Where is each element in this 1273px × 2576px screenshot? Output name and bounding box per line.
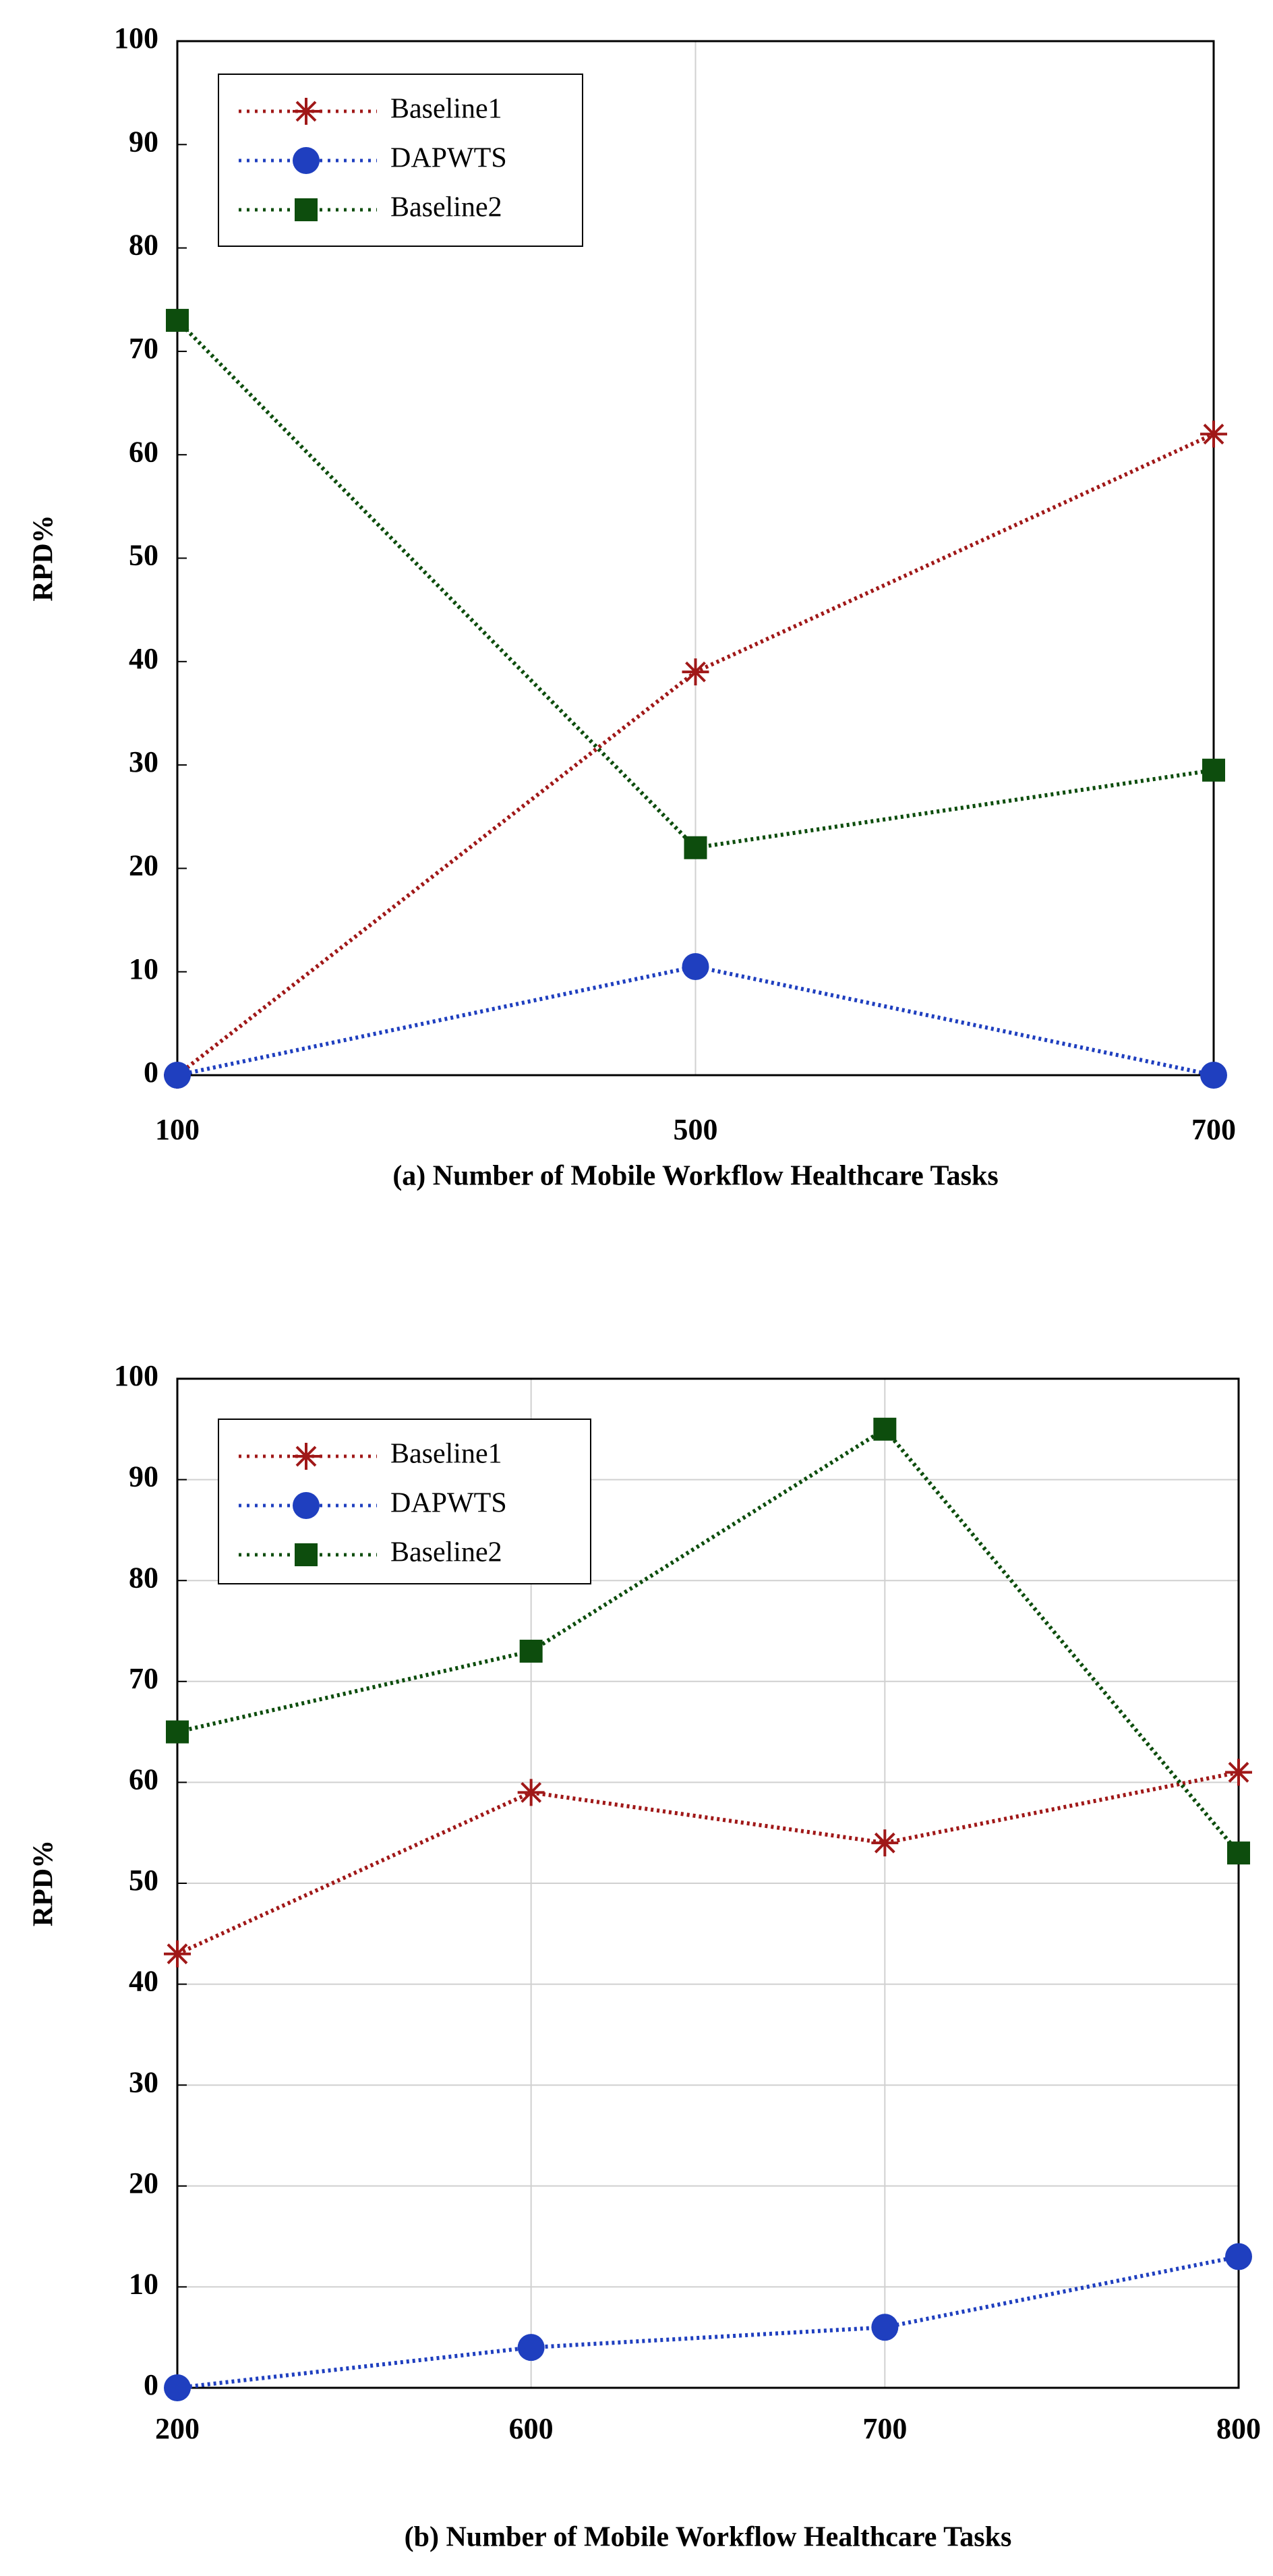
- marker: [1227, 1841, 1250, 1865]
- marker: [873, 1417, 897, 1441]
- x-tick-label: 700: [862, 2412, 907, 2445]
- marker: [871, 1829, 899, 1857]
- legend-label: Baseline2: [390, 1537, 502, 1568]
- marker: [682, 658, 709, 686]
- y-tick-label: 100: [114, 22, 158, 55]
- legend-label: DAPWTS: [390, 143, 507, 174]
- series-line: [177, 2254, 1239, 2390]
- marker-stroke: [521, 1781, 542, 1803]
- y-tick-label: 70: [129, 332, 158, 365]
- marker: [519, 1639, 543, 1663]
- marker: [684, 836, 707, 859]
- marker: [164, 1062, 191, 1089]
- marker: [293, 1492, 320, 1519]
- y-tick-label: 80: [129, 229, 158, 262]
- marker-stroke: [1228, 1762, 1249, 1783]
- series-line: [177, 1426, 1241, 1855]
- legend-label: Baseline1: [390, 94, 502, 125]
- marker: [1202, 758, 1225, 782]
- marker: [517, 2334, 545, 2362]
- marker: [1200, 1062, 1227, 1089]
- legend-label: Baseline2: [390, 192, 502, 223]
- y-tick-label: 80: [129, 1561, 158, 1594]
- marker: [166, 1720, 189, 1744]
- plot-frame: [176, 40, 1215, 1077]
- marker: [1225, 2243, 1252, 2270]
- marker: [871, 2314, 899, 2341]
- y-tick-label: 90: [129, 1460, 158, 1493]
- legend-label: DAPWTS: [390, 1488, 507, 1519]
- x-tick-label: 600: [509, 2412, 554, 2445]
- marker: [1225, 1758, 1252, 1786]
- y-tick-label: 100: [114, 1359, 158, 1392]
- y-tick-label: 20: [129, 2167, 158, 2200]
- y-axis-title: RPD%: [28, 515, 59, 601]
- series-line: [175, 318, 1214, 850]
- marker-stroke: [295, 1446, 317, 1467]
- marker-stroke: [1203, 424, 1224, 445]
- x-tick-label: 800: [1216, 2412, 1261, 2445]
- y-tick-label: 60: [129, 435, 158, 468]
- marker: [293, 147, 320, 174]
- legend-box: [218, 74, 583, 247]
- marker-stroke: [167, 1943, 188, 1965]
- plot-frame: [176, 1377, 1240, 2389]
- y-axis-title: RPD%: [28, 1840, 59, 1926]
- y-tick-label: 40: [129, 642, 158, 675]
- series-line: [176, 1770, 1239, 1956]
- marker: [295, 1543, 318, 1566]
- x-axis-title: (a) Number of Mobile Workflow Healthcare…: [392, 1161, 998, 1192]
- y-tick-label: 70: [129, 1662, 158, 1695]
- marker: [517, 1779, 545, 1806]
- y-tick-label: 60: [129, 1763, 158, 1796]
- y-tick-label: 30: [129, 745, 158, 778]
- x-tick-label: 200: [155, 2412, 200, 2445]
- marker: [295, 198, 318, 221]
- y-tick-label: 0: [144, 1056, 158, 1089]
- chart: 0 10 20 30 40 50 60 70 80 90 100 100 500 700 (a) Numbe…: [28, 22, 1236, 1192]
- marker: [1200, 420, 1227, 448]
- y-tick-label: 40: [129, 1965, 158, 1998]
- x-axis-title: (b) Number of Mobile Workflow Healthcare…: [405, 2522, 1012, 2553]
- x-tick-label: 500: [674, 1113, 718, 1146]
- marker-stroke: [874, 1832, 895, 1854]
- chart: 0 10 20 30 40 50 60 70 80 90 100 200 600 700 800 (b) Nu…: [28, 1359, 1261, 2553]
- x-tick-label: 700: [1191, 1113, 1236, 1146]
- marker-stroke: [295, 101, 317, 122]
- marker: [166, 308, 189, 332]
- y-tick-label: 10: [129, 2267, 158, 2300]
- y-tick-label: 30: [129, 2065, 158, 2098]
- marker: [682, 953, 709, 981]
- marker: [164, 2374, 191, 2401]
- y-tick-label: 20: [129, 849, 158, 882]
- marker: [164, 1940, 191, 1968]
- y-tick-label: 50: [129, 539, 158, 572]
- marker-stroke: [685, 661, 706, 683]
- y-tick-label: 50: [129, 1864, 158, 1897]
- marker: [293, 98, 320, 125]
- y-tick-label: 90: [129, 125, 158, 158]
- legend-label: Baseline1: [390, 1439, 502, 1470]
- y-tick-label: 0: [144, 2368, 158, 2401]
- y-tick-label: 10: [129, 952, 158, 985]
- marker: [293, 1443, 320, 1470]
- x-tick-label: 100: [155, 1113, 200, 1146]
